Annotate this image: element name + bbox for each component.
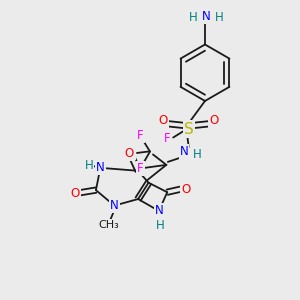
Text: F: F [164, 132, 171, 145]
Text: F: F [128, 146, 135, 160]
Text: N: N [154, 204, 163, 218]
Text: O: O [159, 114, 168, 127]
Text: H: H [156, 219, 165, 232]
Text: F: F [137, 162, 144, 175]
Text: O: O [70, 187, 80, 200]
Text: H: H [193, 148, 202, 161]
Text: O: O [124, 147, 133, 160]
Text: N: N [96, 161, 105, 174]
Text: O: O [181, 183, 190, 196]
Text: H: H [215, 11, 224, 24]
Text: S: S [184, 122, 194, 137]
Text: O: O [209, 114, 218, 127]
Text: F: F [137, 129, 144, 142]
Text: N: N [202, 10, 211, 23]
Text: H: H [189, 11, 198, 24]
Text: N: N [110, 199, 119, 212]
Text: CH₃: CH₃ [99, 220, 119, 230]
Text: N: N [180, 145, 189, 158]
Text: H: H [85, 159, 93, 172]
